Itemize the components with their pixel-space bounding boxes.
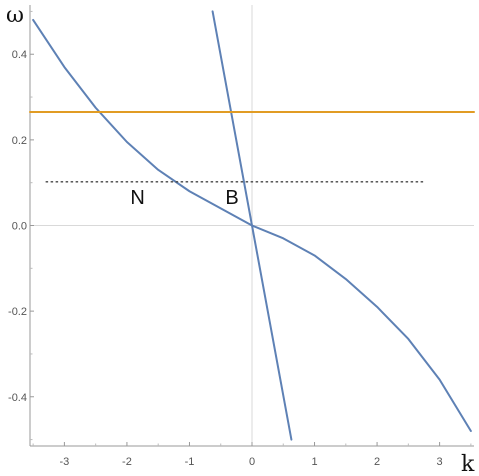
annotation-label-n: N: [130, 187, 144, 209]
x-tick-label: -2: [122, 456, 132, 468]
x-tick-label: 1: [311, 456, 317, 468]
y-tick-label: -0.4: [8, 392, 27, 404]
x-tick-label: 0: [249, 456, 255, 468]
y-tick-label: -0.2: [8, 306, 27, 318]
ticks: [30, 10, 472, 446]
x-tick-label: -1: [185, 456, 195, 468]
annotation-label-b: B: [225, 187, 238, 209]
y-tick-label: 0.2: [12, 135, 27, 147]
x-tick-label: 3: [437, 456, 443, 468]
x-tick-label: 2: [374, 456, 380, 468]
y-tick-label: 0.4: [12, 49, 27, 61]
y-axis-label: ω: [6, 3, 24, 28]
labels: -3 -2 -1 0 1 2 3 -0.4 -0.2 0.0 0.2 0.4 ω k N B: [6, 3, 475, 476]
x-tick-label: -3: [60, 456, 70, 468]
x-axis-label: k: [461, 452, 475, 476]
series-group: [29, 10, 475, 441]
series-line-2: [211, 10, 293, 441]
y-tick-label: 0.0: [12, 221, 27, 233]
